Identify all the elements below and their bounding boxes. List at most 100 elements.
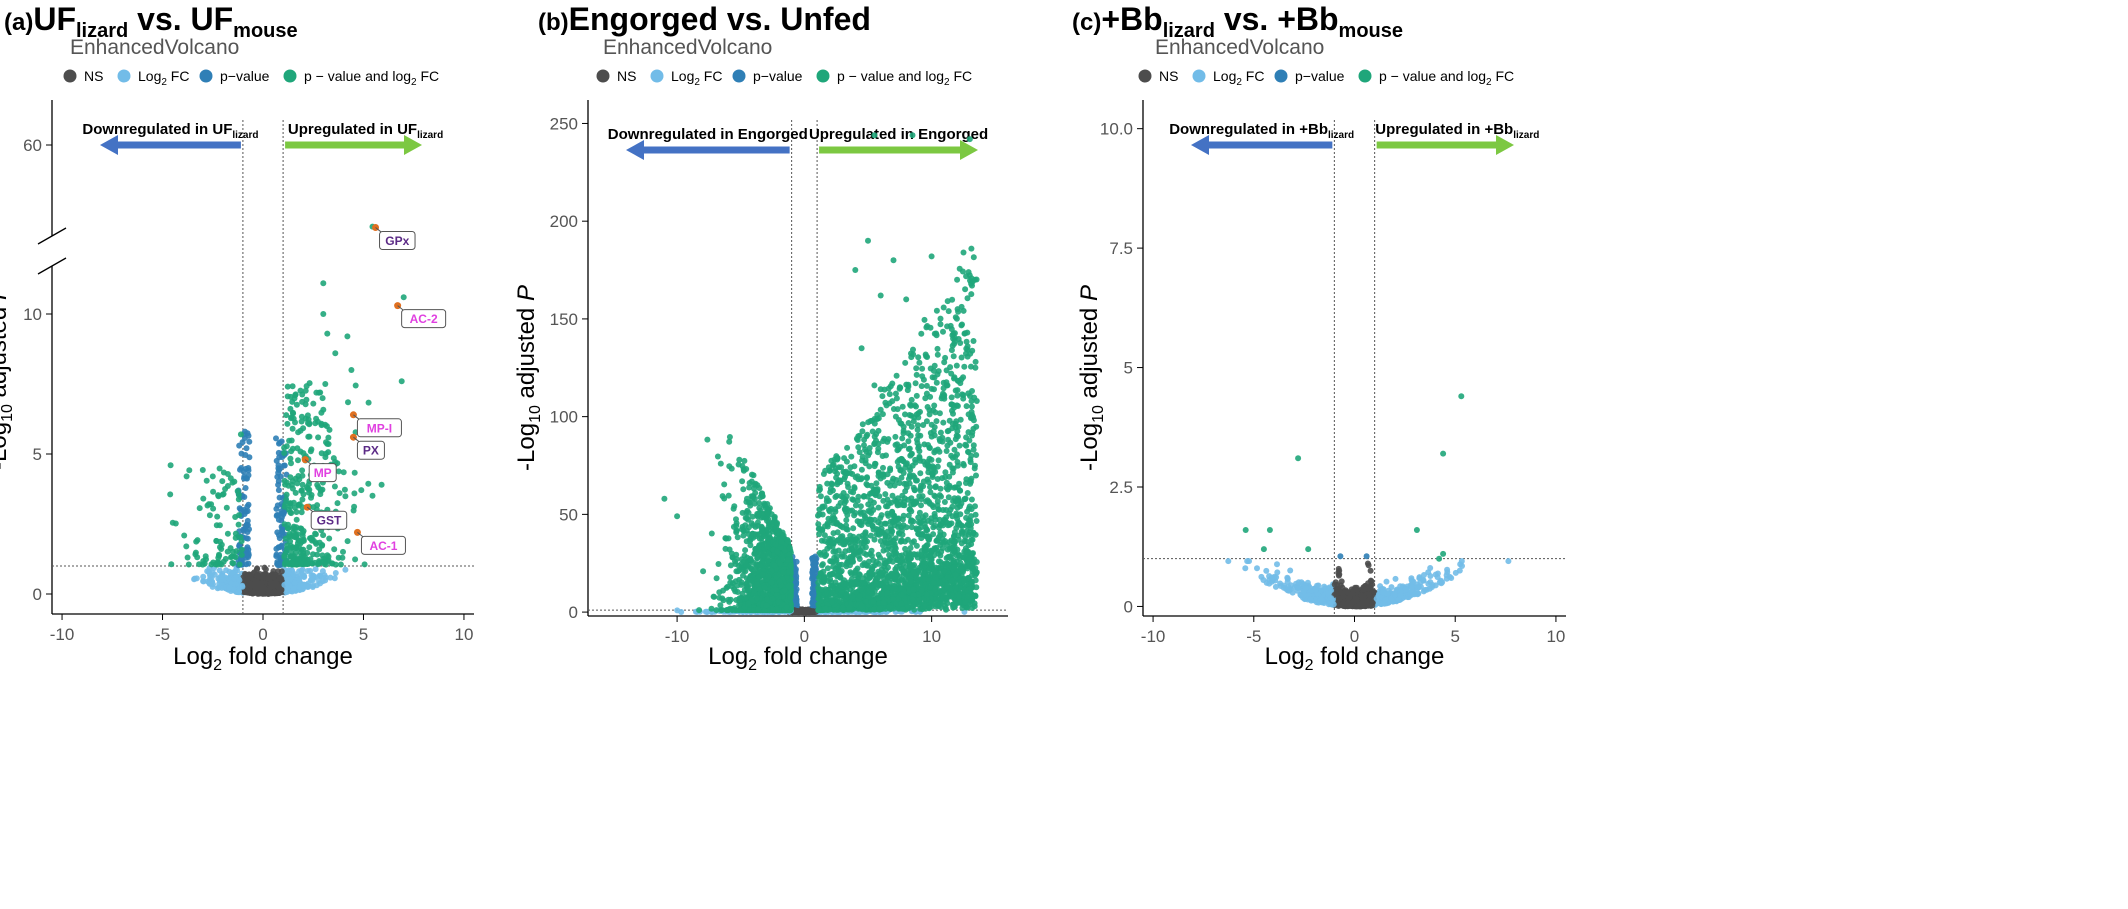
- data-point: [246, 526, 252, 533]
- data-point: [742, 568, 749, 575]
- data-point: [756, 510, 763, 517]
- data-point: [242, 465, 249, 472]
- data-point: [254, 565, 261, 572]
- data-point: [244, 508, 251, 515]
- data-point: [809, 555, 816, 562]
- data-point: [322, 557, 328, 563]
- data-point: [772, 587, 779, 593]
- data-point: [743, 562, 750, 569]
- data-point: [315, 434, 322, 441]
- data-point: [772, 541, 779, 548]
- data-point: [223, 504, 230, 511]
- y-tick-label: 200: [550, 212, 578, 231]
- data-point: [200, 495, 207, 502]
- data-point: [298, 418, 305, 425]
- data-point: [222, 486, 229, 492]
- data-point: [970, 338, 977, 344]
- data-point: [210, 488, 217, 495]
- data-point: [283, 412, 290, 419]
- data-point: [284, 420, 291, 427]
- data-point: [237, 431, 244, 438]
- data-point: [237, 506, 244, 513]
- data-point: [218, 561, 225, 568]
- data-point: [877, 406, 884, 413]
- data-point: [237, 466, 243, 473]
- data-point: [727, 562, 734, 569]
- data-point: [242, 452, 249, 458]
- data-point: [765, 524, 772, 530]
- data-point: [287, 474, 294, 481]
- data-point: [295, 556, 302, 563]
- legend-marker-1: [117, 69, 131, 83]
- data-point: [326, 535, 333, 542]
- axis-break-mark: [37, 227, 67, 245]
- data-point: [229, 560, 236, 566]
- data-point: [315, 484, 322, 491]
- data-point: [351, 469, 358, 476]
- legend-marker-0: [63, 69, 77, 83]
- data-point: [351, 490, 358, 497]
- data-point: [302, 554, 309, 561]
- data-point: [716, 594, 723, 601]
- data-point: [332, 350, 339, 357]
- panel-title: (a)UFlizard​ vs. UFmouse​: [4, 1, 298, 42]
- legend-marker-1: [650, 69, 664, 83]
- data-point: [196, 505, 203, 512]
- data-point: [185, 561, 192, 568]
- data-point: [282, 535, 289, 542]
- data-point: [290, 523, 297, 530]
- upregulated-label: Upregulated in Engorged: [809, 126, 988, 143]
- data-point: [304, 568, 311, 574]
- data-point: [223, 567, 230, 574]
- data-point: [203, 477, 210, 484]
- data-point: [308, 494, 314, 501]
- annotation-label: PX: [363, 444, 379, 458]
- data-point: [700, 568, 707, 575]
- data-point: [283, 496, 290, 503]
- data-point: [819, 562, 825, 569]
- x-tick-label: 10: [454, 625, 473, 644]
- data-point: [781, 587, 788, 594]
- data-point: [717, 460, 724, 467]
- data-point: [927, 489, 934, 496]
- data-point: [940, 328, 946, 335]
- data-point: [236, 512, 242, 519]
- data-point: [756, 549, 763, 556]
- data-point: [771, 513, 778, 520]
- data-point: [344, 333, 351, 340]
- x-tick-label: 0: [258, 625, 267, 644]
- up-arrow-head: [960, 140, 978, 160]
- data-point: [745, 509, 752, 516]
- data-point: [274, 583, 281, 590]
- data-point: [275, 487, 282, 494]
- data-point: [283, 491, 290, 498]
- data-point: [875, 504, 882, 511]
- data-point: [304, 484, 310, 491]
- data-point: [287, 553, 294, 560]
- annotation-label: MP-I: [367, 421, 392, 435]
- data-point: [245, 546, 252, 553]
- data-point: [281, 581, 288, 588]
- data-point: [721, 481, 728, 488]
- data-point: [696, 607, 703, 614]
- annotation-label: AC-2: [410, 312, 438, 326]
- data-point: [245, 472, 252, 479]
- data-point: [278, 508, 285, 515]
- data-point: [307, 556, 314, 563]
- data-point: [337, 561, 344, 568]
- data-point: [953, 510, 960, 517]
- axis-break-mark: [37, 257, 67, 275]
- panel-title: (b)Engorged vs. Unfed: [538, 1, 871, 37]
- data-point: [238, 546, 245, 553]
- data-point: [726, 434, 733, 440]
- data-point: [219, 478, 226, 485]
- data-point: [167, 491, 174, 498]
- up-arrow-head: [404, 135, 422, 155]
- data-point: [751, 495, 758, 502]
- y-tick-label: 150: [550, 310, 578, 329]
- data-point: [729, 583, 735, 590]
- data-points: [167, 223, 407, 597]
- data-point: [262, 566, 269, 573]
